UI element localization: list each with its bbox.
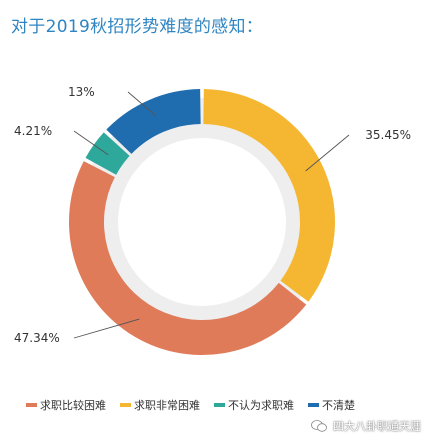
legend-swatch-1	[120, 403, 131, 407]
legend-item-2[interactable]: 不认为求职难	[214, 397, 294, 413]
donut-slice-2[interactable]	[85, 132, 130, 175]
legend-swatch-3	[308, 403, 319, 407]
leader-line-3	[127, 91, 157, 117]
chart-legend: 求职比较困难 求职非常困难 不认为求职难 不清楚	[26, 397, 355, 413]
legend-swatch-2	[214, 403, 225, 407]
legend-item-0[interactable]: 求职比较困难	[26, 397, 106, 413]
legend-label-1: 求职非常困难	[134, 399, 200, 412]
data-label-3: 13%	[68, 85, 95, 99]
data-label-2: 4.21%	[14, 124, 52, 138]
leader-line-2	[73, 130, 109, 156]
legend-item-1[interactable]: 求职非常困难	[120, 397, 200, 413]
chart-title: 对于2019秋招形势难度的感知：	[11, 17, 264, 37]
wechat-icon	[311, 420, 327, 432]
data-label-0: 47.34%	[14, 331, 60, 345]
legend-item-3[interactable]: 不清楚	[308, 397, 355, 413]
legend-label-2: 不认为求职难	[228, 399, 294, 412]
donut-slice-1[interactable]	[203, 89, 335, 302]
leader-line-1	[305, 134, 350, 172]
watermark: 四大八卦职通天涯	[311, 418, 421, 434]
legend-swatch-0	[26, 403, 37, 407]
data-label-1: 35.45%	[365, 128, 411, 142]
legend-label-3: 不清楚	[322, 399, 355, 412]
leader-line-0	[73, 318, 140, 339]
watermark-text: 四大八卦职通天涯	[333, 420, 421, 433]
donut-slice-0[interactable]	[68, 161, 307, 356]
donut-slice-3[interactable]	[106, 89, 201, 154]
legend-label-0: 求职比较困难	[40, 399, 106, 412]
donut-track	[77, 97, 327, 347]
